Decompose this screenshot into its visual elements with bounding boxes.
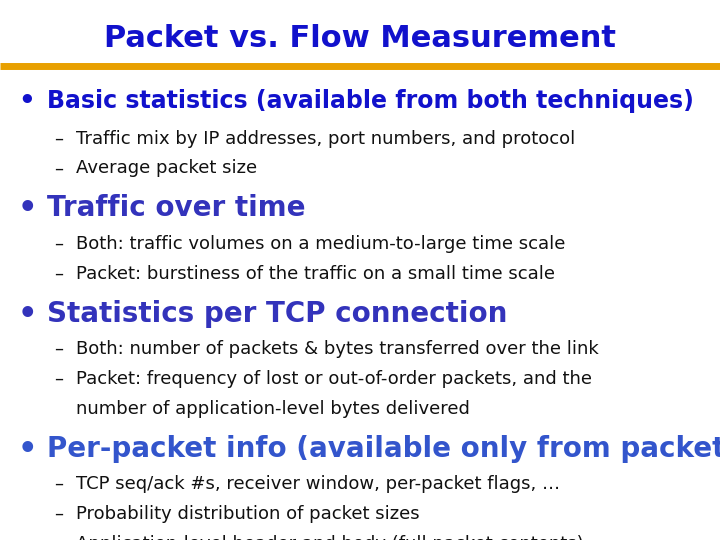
Text: –: –: [54, 475, 63, 493]
Text: •: •: [18, 89, 35, 115]
Text: Traffic mix by IP addresses, port numbers, and protocol: Traffic mix by IP addresses, port number…: [76, 130, 575, 147]
Text: Probability distribution of packet sizes: Probability distribution of packet sizes: [76, 505, 419, 523]
Text: Packet: frequency of lost or out-of-order packets, and the: Packet: frequency of lost or out-of-orde…: [76, 370, 592, 388]
Text: TCP seq/ack #s, receiver window, per-packet flags, …: TCP seq/ack #s, receiver window, per-pac…: [76, 475, 559, 493]
Text: Packet: burstiness of the traffic on a small time scale: Packet: burstiness of the traffic on a s…: [76, 265, 554, 282]
Text: –: –: [54, 340, 63, 358]
Text: •: •: [18, 300, 37, 329]
Text: Both: traffic volumes on a medium-to-large time scale: Both: traffic volumes on a medium-to-lar…: [76, 235, 565, 253]
Text: –: –: [54, 535, 63, 540]
Text: Packet vs. Flow Measurement: Packet vs. Flow Measurement: [104, 24, 616, 53]
Text: number of application-level bytes delivered: number of application-level bytes delive…: [76, 400, 469, 417]
Text: Statistics per TCP connection: Statistics per TCP connection: [47, 300, 507, 328]
Text: –: –: [54, 505, 63, 523]
Text: Traffic over time: Traffic over time: [47, 194, 305, 222]
Text: –: –: [54, 235, 63, 253]
Text: Application-level header and body (full packet contents): Application-level header and body (full …: [76, 535, 583, 540]
Text: –: –: [54, 130, 63, 147]
Text: –: –: [54, 265, 63, 282]
Text: Average packet size: Average packet size: [76, 159, 257, 177]
Text: Per-packet info (available only from packet traces): Per-packet info (available only from pac…: [47, 435, 720, 463]
Text: •: •: [18, 194, 37, 224]
Text: Both: number of packets & bytes transferred over the link: Both: number of packets & bytes transfer…: [76, 340, 598, 358]
Text: Basic statistics (available from both techniques): Basic statistics (available from both te…: [47, 89, 693, 113]
Text: –: –: [54, 159, 63, 177]
Text: –: –: [54, 370, 63, 388]
Text: •: •: [18, 435, 37, 464]
